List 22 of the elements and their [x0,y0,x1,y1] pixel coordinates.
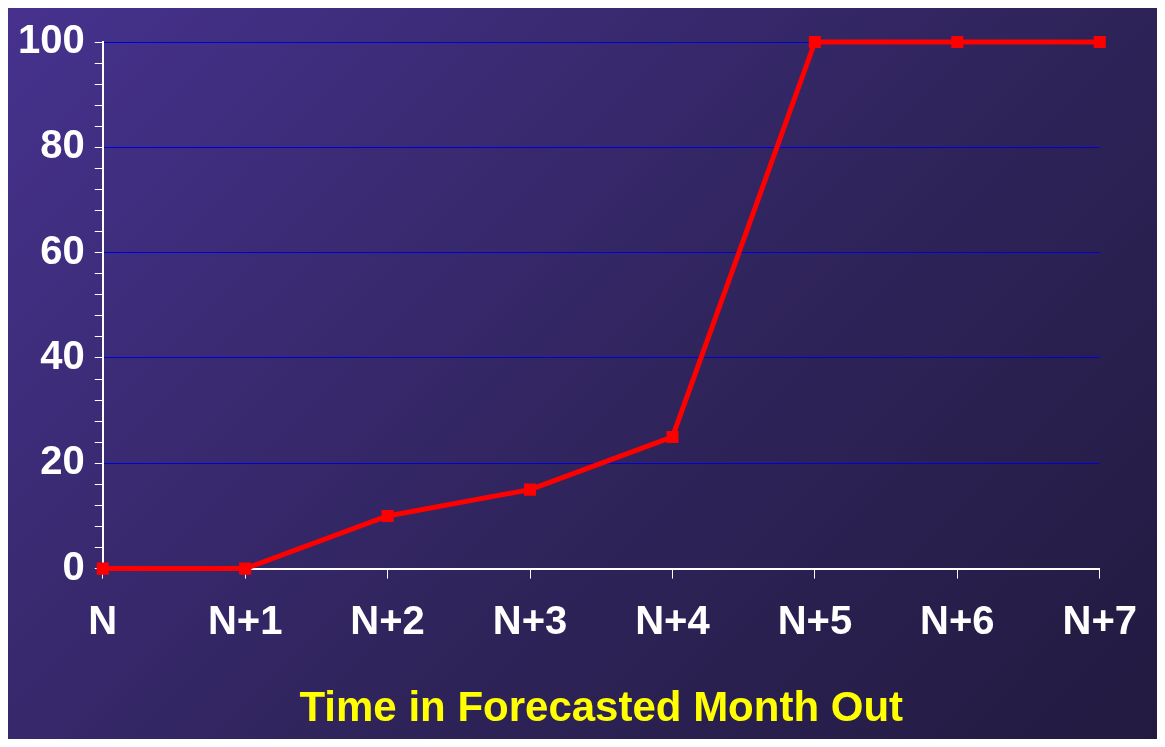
x-tick-label: N [88,597,118,642]
x-tick-label: N+5 [777,597,853,642]
point [951,35,964,49]
point [1093,35,1106,49]
x-tick-label: N+6 [920,597,995,642]
point [524,483,537,496]
x-tick-label: N+1 [207,597,283,642]
x-axis-title: Time in Forecasted Month Out [299,683,904,731]
y-tick-label: 40 [40,332,85,377]
x-tick-label: N+7 [1062,597,1137,642]
y-tick-label: 20 [40,438,85,483]
x-tick-label: N+2 [350,597,425,642]
point [239,562,252,575]
x-tick-label: N+4 [635,597,711,642]
y-tick-label: 100 [17,17,85,62]
y-tick-label: 80 [40,122,85,167]
point [666,430,679,443]
y-tick-label: 0 [62,543,85,588]
point [381,509,394,522]
point [808,35,821,49]
x-tick-label: N+3 [492,597,568,642]
y-tick-label: 60 [40,227,85,272]
